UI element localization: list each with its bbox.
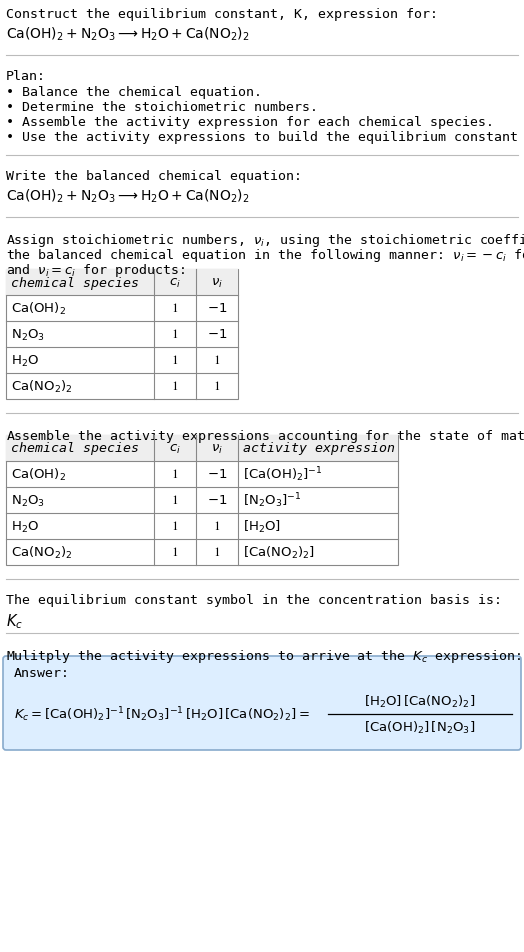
Bar [6,269,238,400]
Text: The equilibrium constant symbol in the concentration basis is:: The equilibrium constant symbol in the c… [6,593,502,606]
Text: 1: 1 [172,468,178,481]
Text: 1: 1 [172,303,178,314]
Text: Construct the equilibrium constant, K, expression for:: Construct the equilibrium constant, K, e… [6,8,438,21]
Text: 1: 1 [172,381,178,392]
Text: 1: 1 [214,546,221,558]
Text: $K_c = [\mathrm{Ca(OH)_2}]^{-1}\,[\mathrm{N_2O_3}]^{-1}\,[\mathrm{H_2O}]\,[\math: $K_c = [\mathrm{Ca(OH)_2}]^{-1}\,[\mathr… [14,704,310,724]
Text: $[\mathrm{H_2O}]\,[\mathrm{Ca(NO_2)_2}]$: $[\mathrm{H_2O}]\,[\mathrm{Ca(NO_2)_2}]$ [364,693,476,709]
Text: activity expression: activity expression [243,442,395,455]
Text: Write the balanced chemical equation:: Write the balanced chemical equation: [6,169,302,183]
Text: Assign stoichiometric numbers, $\nu_i$, using the stoichiometric coefficients, $: Assign stoichiometric numbers, $\nu_i$, … [6,231,524,248]
Text: $[\mathrm{H_2O}]$: $[\mathrm{H_2O}]$ [243,519,281,534]
Text: 1: 1 [214,381,221,392]
Text: $-1$: $-1$ [207,328,227,341]
Text: $\nu_i$: $\nu_i$ [211,276,223,289]
Text: Plan:: Plan: [6,69,46,83]
Text: $\mathrm{Ca(OH)_2}$: $\mathrm{Ca(OH)_2}$ [11,466,66,483]
Text: $\mathrm{Ca(NO_2)_2}$: $\mathrm{Ca(NO_2)_2}$ [11,545,72,561]
Text: $K_c$: $K_c$ [6,611,23,630]
Text: 1: 1 [172,355,178,367]
Text: $\nu_i$: $\nu_i$ [211,442,223,455]
Text: 1: 1 [172,521,178,532]
Text: $c_i$: $c_i$ [169,442,181,455]
Text: $\mathrm{Ca(OH)_2}$: $\mathrm{Ca(OH)_2}$ [11,301,66,317]
Bar [6,269,238,296]
Text: $-1$: $-1$ [207,302,227,315]
Text: • Determine the stoichiometric numbers.: • Determine the stoichiometric numbers. [6,101,318,114]
Text: 1: 1 [214,521,221,532]
Text: $\mathrm{N_2O_3}$: $\mathrm{N_2O_3}$ [11,327,45,342]
Text: Answer:: Answer: [14,666,70,680]
Text: $-1$: $-1$ [207,468,227,481]
Text: • Use the activity expressions to build the equilibrium constant expression.: • Use the activity expressions to build … [6,130,524,144]
Text: $-1$: $-1$ [207,494,227,507]
Text: $c_i$: $c_i$ [169,276,181,289]
Text: 1: 1 [172,328,178,341]
Text: • Balance the chemical equation.: • Balance the chemical equation. [6,86,262,99]
Text: $[\mathrm{Ca(OH)_2}]^{-1}$: $[\mathrm{Ca(OH)_2}]^{-1}$ [243,466,323,484]
Text: • Assemble the activity expression for each chemical species.: • Assemble the activity expression for e… [6,116,494,129]
Text: 1: 1 [172,495,178,506]
Text: chemical species: chemical species [11,442,139,455]
Text: the balanced chemical equation in the following manner: $\nu_i = -c_i$ for react: the balanced chemical equation in the fo… [6,247,524,264]
Text: $\mathrm{Ca(OH)_2 + N_2O_3 \longrightarrow H_2O + Ca(NO_2)_2}$: $\mathrm{Ca(OH)_2 + N_2O_3 \longrightarr… [6,26,249,44]
Bar [6,436,398,565]
FancyBboxPatch shape [3,656,521,750]
Text: 1: 1 [214,355,221,367]
Text: $\mathrm{H_2O}$: $\mathrm{H_2O}$ [11,519,39,534]
Text: 1: 1 [172,546,178,558]
Text: $[\mathrm{Ca(NO_2)_2}]$: $[\mathrm{Ca(NO_2)_2}]$ [243,545,315,561]
Text: Mulitply the activity expressions to arrive at the $K_c$ expression:: Mulitply the activity expressions to arr… [6,647,521,664]
Text: $\mathrm{Ca(NO_2)_2}$: $\mathrm{Ca(NO_2)_2}$ [11,379,72,395]
Bar [6,436,398,462]
Text: Assemble the activity expressions accounting for the state of matter and $\nu_i$: Assemble the activity expressions accoun… [6,427,524,445]
Text: $[\mathrm{N_2O_3}]^{-1}$: $[\mathrm{N_2O_3}]^{-1}$ [243,491,301,510]
Text: chemical species: chemical species [11,276,139,289]
Text: $\mathrm{H_2O}$: $\mathrm{H_2O}$ [11,353,39,368]
Text: $\mathrm{N_2O_3}$: $\mathrm{N_2O_3}$ [11,493,45,508]
Text: $[\mathrm{Ca(OH)_2}]\,[\mathrm{N_2O_3}]$: $[\mathrm{Ca(OH)_2}]\,[\mathrm{N_2O_3}]$ [364,719,476,735]
Text: and $\nu_i = c_i$ for products:: and $\nu_i = c_i$ for products: [6,262,185,279]
Text: $\mathrm{Ca(OH)_2 + N_2O_3 \longrightarrow H_2O + Ca(NO_2)_2}$: $\mathrm{Ca(OH)_2 + N_2O_3 \longrightarr… [6,188,249,206]
